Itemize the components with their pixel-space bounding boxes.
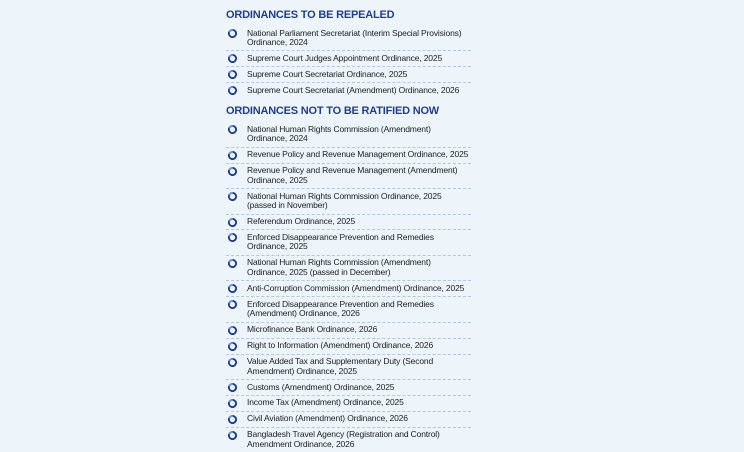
ordinance-label: Enforced Disappearance Prevention and Re…: [247, 298, 434, 319]
ordinance-label: Microfinance Bank Ordinance, 2026: [247, 324, 378, 335]
ordinance-item: Supreme Court Judges Appointment Ordinan…: [226, 51, 471, 68]
circular-arrow-icon: [227, 300, 238, 310]
ordinance-item: National Human Rights Commission (Amendm…: [226, 256, 471, 282]
ordinance-label: National Human Rights Commission (Amendm…: [247, 257, 431, 277]
circular-arrow-icon: [227, 125, 238, 135]
ordinance-label: Supreme Court Judges Appointment Ordinan…: [247, 52, 443, 63]
ordinance-item: Bangladesh Travel Agency (Registration a…: [226, 428, 471, 452]
section-title-repealed: ORDINANCES TO BE REPEALED: [226, 9, 395, 21]
ordinance-lists: ORDINANCES TO BE REPEALED National Parli…: [226, 9, 471, 452]
ordinance-item: Supreme Court Secretariat (Amendment) Or…: [226, 83, 471, 98]
ordinance-item: Supreme Court Secretariat Ordinance, 202…: [226, 67, 471, 84]
circular-arrow-icon: [227, 166, 238, 176]
ordinance-item: National Parliament Secretariat (Interim…: [226, 26, 471, 52]
circular-arrow-icon: [227, 258, 238, 268]
ordinance-item: Enforced Disappearance Prevention and Re…: [226, 230, 471, 256]
ordinance-label: Referendum Ordinance, 2025: [247, 216, 356, 226]
infographic-page: ORDINANCES TO BE REPEALED National Parli…: [226, 9, 471, 449]
circular-arrow-icon: [227, 284, 238, 294]
ordinance-label: National Human Rights Commission Ordinan…: [247, 190, 442, 211]
circular-arrow-icon: [227, 54, 238, 64]
circular-arrow-icon: [227, 325, 238, 335]
circular-arrow-icon: [227, 414, 238, 424]
ordinance-item: Customs (Amendment) Ordinance, 2025: [226, 380, 471, 396]
circular-arrow-icon: [227, 192, 238, 202]
ordinance-item: Right to Information (Amendment) Ordinan…: [226, 339, 471, 355]
ordinance-item: Revenue Policy and Revenue Management Or…: [226, 148, 471, 164]
ordinance-label: Customs (Amendment) Ordinance, 2025: [247, 381, 395, 392]
circular-arrow-icon: [227, 70, 238, 80]
ordinance-label: Civil Aviation (Amendment) Ordinance, 20…: [247, 413, 408, 424]
circular-arrow-icon: [227, 398, 238, 408]
circular-arrow-icon: [227, 233, 238, 243]
ordinance-item: Civil Aviation (Amendment) Ordinance, 20…: [226, 412, 471, 428]
ordinance-label: Value Added Tax and Supplementary Duty (…: [247, 356, 434, 376]
circular-arrow-icon: [227, 430, 238, 440]
ordinance-item: Value Added Tax and Supplementary Duty (…: [226, 355, 471, 380]
ordinance-label: Income Tax (Amendment) Ordinance, 2025: [247, 397, 404, 408]
ordinance-label: Supreme Court Secretariat (Amendment) Or…: [247, 84, 460, 95]
circular-arrow-icon: [227, 150, 238, 160]
ordinance-label: Supreme Court Secretariat Ordinance, 202…: [247, 68, 408, 79]
ordinance-label: Bangladesh Travel Agency (Registration a…: [247, 429, 440, 449]
section-ordinances-not-to-be-ratified: ORDINANCES NOT TO BE RATIFIED NOW Nation…: [226, 105, 471, 452]
section-title-not-ratified: ORDINANCES NOT TO BE RATIFIED NOW: [226, 105, 439, 118]
ordinance-item: Income Tax (Amendment) Ordinance, 2025: [226, 396, 471, 412]
circular-arrow-icon: [227, 383, 238, 393]
ordinance-label: Revenue Policy and Revenue Management Or…: [247, 149, 469, 160]
ordinance-item: Microfinance Bank Ordinance, 2026: [226, 323, 471, 339]
ordinance-label: National Parliament Secretariat (Interim…: [247, 27, 462, 48]
ordinance-list: National Parliament Secretariat (Interim…: [226, 26, 471, 98]
ordinance-item: Revenue Policy and Revenue Management (A…: [226, 164, 471, 190]
circular-arrow-icon: [227, 29, 238, 39]
ordinance-label: Enforced Disappearance Prevention and Re…: [247, 231, 434, 252]
ordinance-label: Revenue Policy and Revenue Management (A…: [247, 165, 458, 185]
ordinance-item: Enforced Disappearance Prevention and Re…: [226, 297, 471, 323]
ordinance-label: Right to Information (Amendment) Ordinan…: [247, 340, 434, 351]
ordinance-item: Referendum Ordinance, 2025: [226, 215, 471, 231]
ordinance-item: National Human Rights Commission (Amendm…: [226, 122, 471, 148]
ordinance-item: National Human Rights Commission Ordinan…: [226, 189, 471, 215]
ordinance-label: National Human Rights Commission (Amendm…: [247, 123, 431, 144]
circular-arrow-icon: [227, 86, 238, 96]
ordinance-list: National Human Rights Commission (Amendm…: [226, 122, 471, 452]
circular-arrow-icon: [227, 341, 238, 351]
circular-arrow-icon: [227, 217, 238, 227]
ordinance-item: Anti-Corruption Commission (Amendment) O…: [226, 281, 471, 298]
circular-arrow-icon: [227, 357, 238, 367]
ordinance-label: Anti-Corruption Commission (Amendment) O…: [247, 282, 465, 293]
section-ordinances-to-be-repealed: ORDINANCES TO BE REPEALED National Parli…: [226, 9, 471, 98]
